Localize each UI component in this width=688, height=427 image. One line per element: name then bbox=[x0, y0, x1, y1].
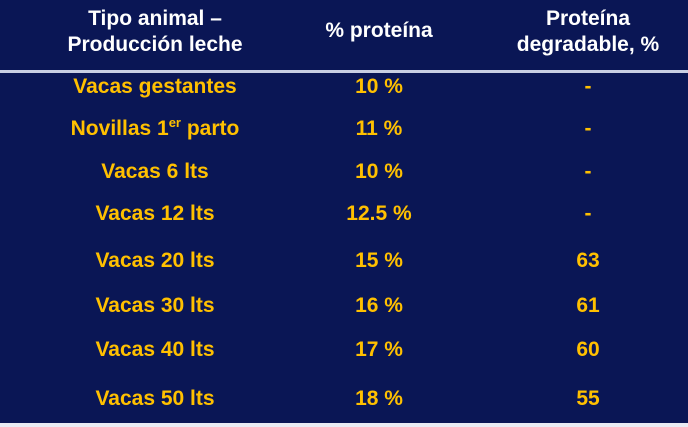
cell-tipo: Vacas 40 lts bbox=[95, 338, 215, 361]
cell-proteina: 11 % bbox=[355, 117, 403, 140]
cell-degradable: 63 bbox=[576, 249, 600, 272]
cell-proteina: 18 % bbox=[355, 387, 403, 410]
header-proteina-degradable: Proteína degradable, % bbox=[488, 6, 688, 58]
cell-proteina: 17 % bbox=[355, 338, 403, 361]
cell-degradable: - bbox=[584, 160, 592, 183]
cell-tipo-post: parto bbox=[181, 117, 240, 140]
table-row: Vacas 40 lts 17 % 60 bbox=[0, 336, 688, 364]
table-row: Vacas 30 lts 16 % 61 bbox=[0, 292, 688, 320]
header-degradable-line2: degradable, % bbox=[516, 33, 660, 56]
cell-proteina: 10 % bbox=[355, 75, 403, 98]
cell-proteina: 12.5 % bbox=[346, 202, 412, 225]
cell-tipo-pre: Novillas 1 bbox=[70, 117, 169, 140]
bottom-border bbox=[0, 423, 688, 427]
cell-tipo: Vacas 20 lts bbox=[95, 249, 215, 272]
header-tipo-animal: Tipo animal – Producción leche bbox=[10, 6, 300, 58]
header-divider bbox=[0, 70, 688, 73]
table-header: Tipo animal – Producción leche % proteín… bbox=[0, 0, 688, 70]
cell-tipo: Vacas 30 lts bbox=[95, 294, 215, 317]
cell-degradable: 61 bbox=[576, 294, 600, 317]
cell-degradable: - bbox=[584, 75, 592, 98]
cell-proteina: 16 % bbox=[355, 294, 403, 317]
table-row: Vacas 50 lts 18 % 55 bbox=[0, 385, 688, 413]
cell-tipo: Novillas 1er parto bbox=[10, 115, 300, 143]
table-row: Novillas 1er parto 11 % - bbox=[0, 115, 688, 143]
table-row: Vacas 6 lts 10 % - bbox=[0, 158, 688, 186]
cell-degradable: 55 bbox=[576, 387, 600, 410]
cell-tipo-superscript: er bbox=[168, 115, 181, 130]
header-tipo-animal-line2: Producción leche bbox=[67, 33, 243, 56]
header-tipo-animal-line1: Tipo animal – bbox=[88, 7, 222, 30]
cell-degradable: - bbox=[584, 202, 592, 225]
cell-proteina: 15 % bbox=[355, 249, 403, 272]
header-proteina: % proteína bbox=[325, 19, 433, 42]
cell-tipo: Vacas 12 lts bbox=[95, 202, 215, 225]
table-row: Vacas 12 lts 12.5 % - bbox=[0, 200, 688, 228]
cell-tipo: Vacas gestantes bbox=[73, 75, 237, 98]
table-row: Vacas gestantes 10 % - bbox=[0, 73, 688, 101]
cell-tipo: Vacas 6 lts bbox=[101, 160, 209, 183]
table-body: Vacas gestantes 10 % - Novillas 1er part… bbox=[0, 73, 688, 423]
header-degradable-line1: Proteína bbox=[545, 7, 631, 30]
cell-degradable: 60 bbox=[576, 338, 600, 361]
table-row: Vacas 20 lts 15 % 63 bbox=[0, 247, 688, 275]
cell-degradable: - bbox=[584, 117, 592, 140]
cell-tipo: Vacas 50 lts bbox=[95, 387, 215, 410]
cell-proteina: 10 % bbox=[355, 160, 403, 183]
